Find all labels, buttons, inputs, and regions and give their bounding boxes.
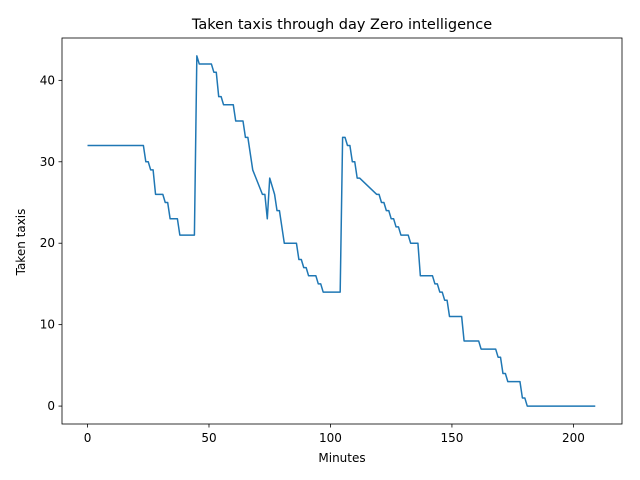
y-tick-label-30: 30 [40,155,55,169]
y-axis-label: Taken taxis [14,209,28,277]
series-line-0 [87,55,596,407]
x-tick-label-150: 150 [440,431,463,445]
x-tick-label-100: 100 [319,431,342,445]
x-tick-label-50: 50 [201,431,216,445]
x-tick-label-200: 200 [562,431,585,445]
chart-title: Taken taxis through day Zero intelligenc… [191,17,492,33]
x-tick-label-0: 0 [84,431,92,445]
plot-frame [61,37,623,425]
y-tick-label-10: 10 [40,318,55,332]
y-tick-label-0: 0 [47,399,55,413]
y-tick-label-40: 40 [40,73,55,87]
plot-area: 0 50 100 150 200 0 10 20 30 40 [40,37,623,445]
y-tick-label-20: 20 [40,236,55,250]
x-axis-label: Minutes [318,451,365,465]
